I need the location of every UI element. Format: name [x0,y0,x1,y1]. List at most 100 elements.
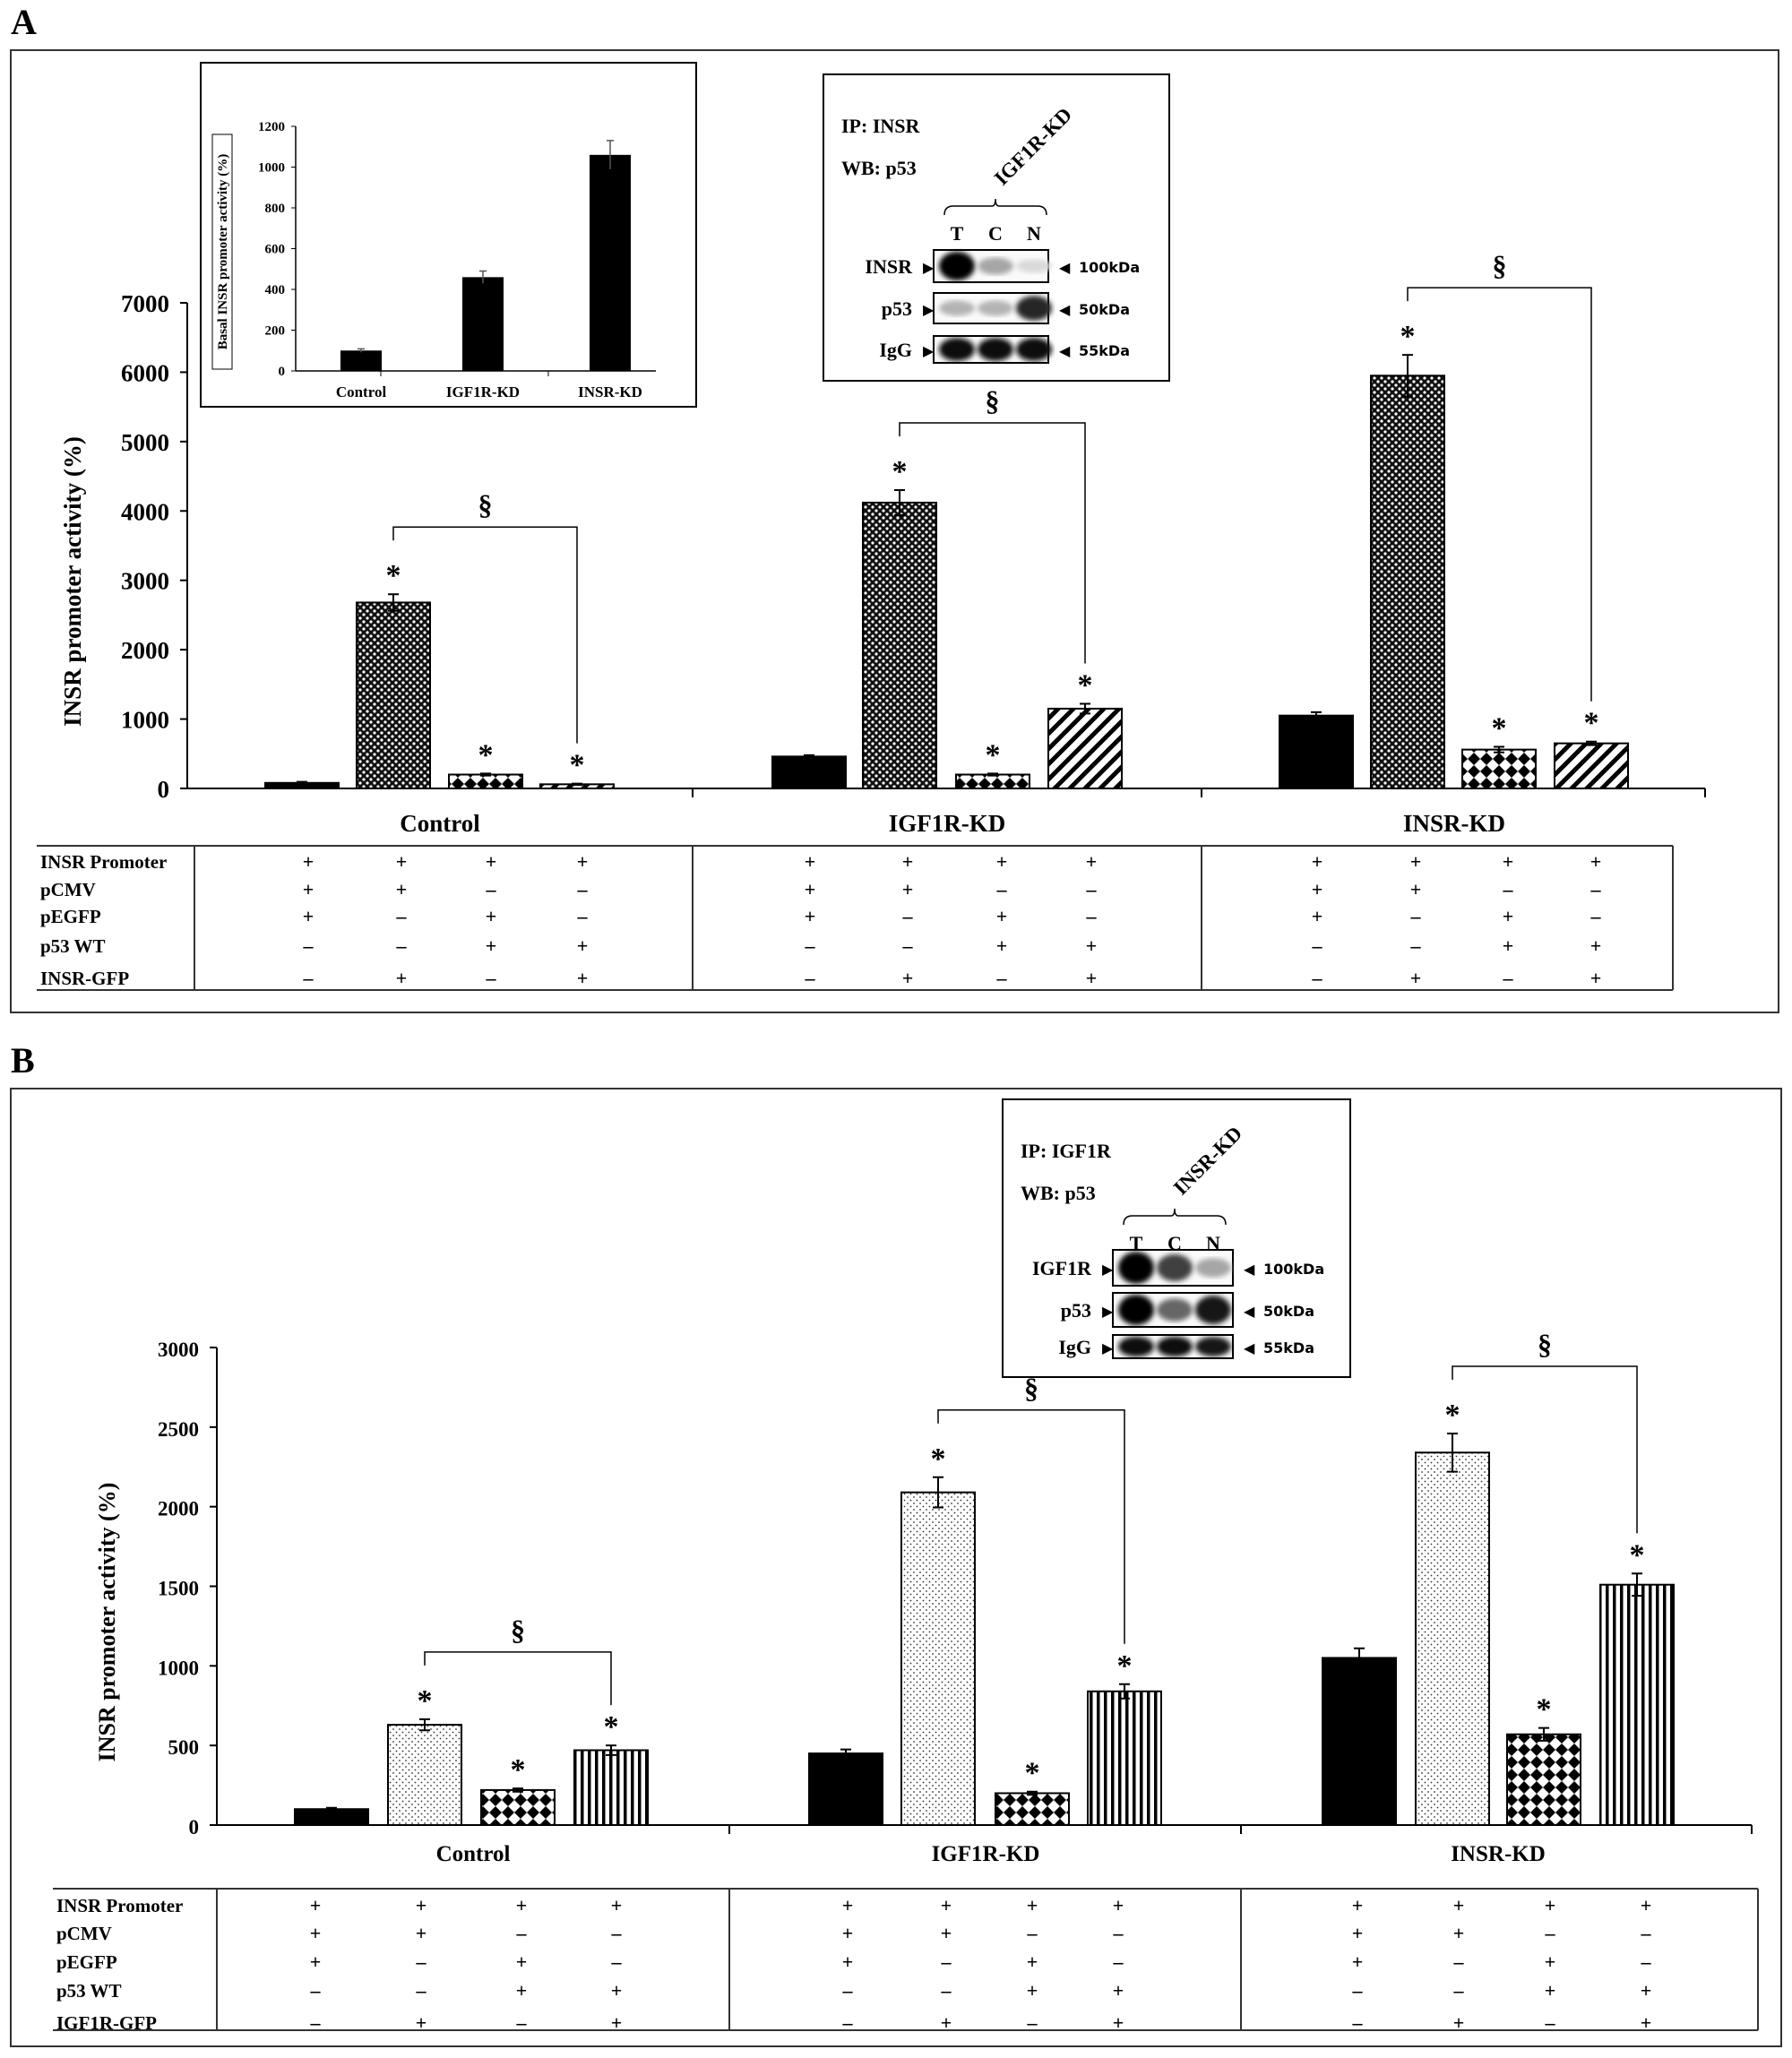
table-cell: + [1410,850,1422,873]
table-cell: + [1641,1894,1652,1916]
significance-asterisk: * [418,1684,433,1718]
table-cell: + [941,1894,952,1916]
error-bar [388,593,399,612]
error-bar [804,753,814,759]
significance-asterisk: * [386,559,401,592]
y-tick-label: 6000 [121,359,169,386]
table-cell: – [1312,967,1323,989]
blot-band [1118,1336,1154,1357]
error-bar [606,1744,616,1756]
panel-b-conditions-table: INSR Promoter + + + + + + + + + + + + pCMV + + – – + + – – + + –… [53,1888,1759,2034]
error-bar [326,1806,337,1812]
section-sign-marker: § [511,1614,525,1646]
section-sign-marker: § [1538,1328,1552,1360]
error-bar [987,772,998,777]
inset-y-tick-label: 800 [265,202,286,216]
table-cell: – [1352,2011,1364,2034]
blot-band [1016,337,1052,362]
table-cell: + [1312,878,1323,900]
blot-band [939,300,975,316]
panel-a-label: A [11,2,37,42]
blot-group-brace [943,198,1047,216]
panel-a-conditions-table: INSR Promoter + + + + + + + + + + + + pCMV + + – – + + – – + + –… [37,845,1674,991]
table-cell: + [941,2011,952,2034]
table-cell: – [1503,878,1514,900]
table-cell: + [577,967,589,989]
table-cell: – [902,905,914,927]
table-row-label: p53 WT [40,935,106,957]
panel-b-label: B [11,1040,35,1081]
error-bar [513,1787,523,1793]
table-cell: + [1027,1894,1038,1916]
blot-wb-label: WB: p53 [841,157,917,179]
blot-size-label: 55kDa [1079,342,1130,359]
table-cell: – [1113,1922,1124,1944]
y-tick-label: 2000 [121,637,169,664]
blot-left-arrow-icon: ◀ [1059,344,1071,359]
blot-band [978,257,1013,275]
blot-row-label: IGF1R [1032,1257,1092,1279]
inset-y-tick-label: 600 [265,243,286,257]
table-cell: – [516,2011,528,2034]
inset-error-bar [607,140,614,169]
table-cell: + [310,1950,322,1973]
table-cell: + [577,850,589,873]
blot-lane-label: N [1206,1232,1220,1254]
bar-insr-kd-4 [1599,1583,1675,1827]
bar-igf1r-kd-1 [808,1752,883,1827]
bar-igf1r-kd-2 [900,1491,976,1826]
table-cell: – [396,934,408,957]
bar-igf1r-kd-4 [1047,707,1123,790]
table-cell: + [1545,1894,1556,1916]
error-bar [933,1476,943,1509]
inset-category-label: INSR-KD [578,383,642,400]
y-tick-label: 0 [158,776,170,803]
table-cell: + [1086,934,1098,957]
blot-right-arrow-icon: ▶ [923,344,935,359]
table-row-label: p53 WT [56,1980,122,2002]
table-row-label: pCMV [40,879,96,900]
y-axis-title: INSR promoter activity (%) [94,1483,120,1762]
section-sign-marker: § [478,488,493,521]
error-bar [1402,354,1413,398]
table-cell: – [486,878,497,900]
inset-error-bar [358,348,365,353]
blot-group-brace [1123,1208,1227,1226]
table-cell: + [486,934,497,957]
table-cell: + [1352,1950,1364,1973]
blot-left-arrow-icon: ◀ [1244,1341,1255,1356]
inset-y-tick-label: 1200 [258,120,285,134]
table-cell: + [1312,905,1323,927]
y-tick-label: 2500 [158,1418,199,1441]
table-cell: – [310,1979,322,2002]
table-cell: – [1590,905,1602,927]
table-row-label: pEGFP [56,1951,117,1973]
table-cell: – [1312,934,1323,957]
table-cell: + [611,1894,623,1916]
table-cell: – [1453,1979,1465,2002]
table-cell: + [1641,2011,1652,2034]
blot-band [1195,1337,1231,1356]
table-cell: + [805,878,816,900]
table-cell: – [996,878,1008,900]
table-cell: – [611,1922,623,1944]
table-cell: + [1453,1922,1465,1944]
bar-control-2 [356,601,431,790]
blot-size-label: 50kDa [1263,1303,1314,1320]
bar-control-3 [448,773,523,789]
blot-left-arrow-icon: ◀ [1059,303,1071,318]
blot-band [1157,1336,1193,1357]
error-bar [1080,702,1090,715]
y-tick-label: 3000 [158,1339,199,1361]
blot-ip-label: IP: INSR [841,115,921,137]
blot-band [1157,1298,1193,1322]
blot-right-arrow-icon: ▶ [923,303,935,318]
blot-frame [1002,1098,1351,1378]
category-label: Control [400,810,480,837]
table-cell: + [941,1922,952,1944]
table-cell: + [303,878,314,900]
